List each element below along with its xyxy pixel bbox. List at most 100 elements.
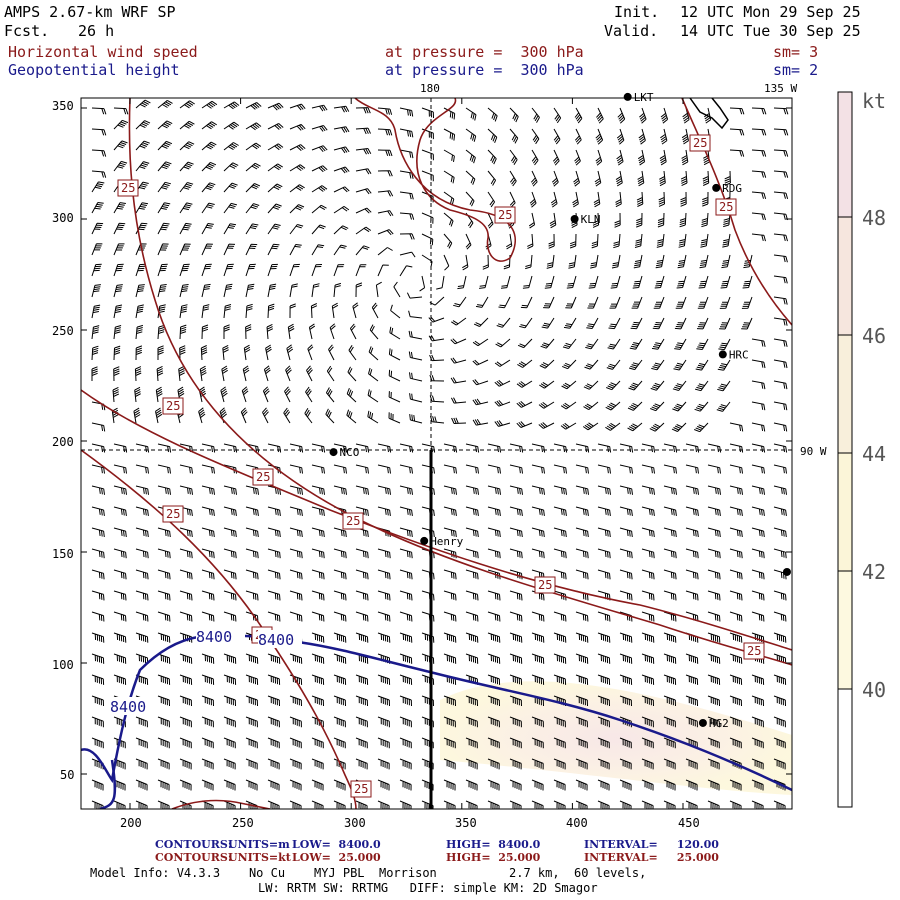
wind-barb [201, 202, 215, 214]
wind-barb [629, 338, 643, 350]
model-title: AMPS 2.67-km WRF SP [4, 3, 176, 21]
wind-barb [610, 275, 621, 289]
wind-barb [346, 388, 357, 403]
y-tick-label: 200 [52, 435, 74, 449]
wind-barb [509, 170, 517, 187]
wind-barb [729, 653, 743, 664]
wind-barb [549, 212, 557, 229]
wind-barb [608, 317, 621, 330]
wind-barb [179, 653, 193, 664]
wind-barb [325, 408, 335, 424]
wind-barb [289, 653, 303, 664]
wind-barb [201, 464, 215, 474]
wind-barb [487, 107, 498, 122]
model-info-2: LW: RRTM SW: RRTMG DIFF: simple KM: 2D S… [258, 881, 598, 895]
wind-barb [311, 165, 328, 173]
wind-barb [267, 611, 281, 622]
wind-barb [388, 348, 401, 361]
wind-barb [704, 107, 712, 124]
wind-barb [333, 105, 350, 113]
wind-barb [584, 359, 599, 370]
wind-barb [729, 632, 743, 643]
wind-barb [553, 548, 567, 559]
wind-barb [685, 548, 699, 559]
wind-barb [421, 527, 435, 538]
wind-barb [773, 590, 787, 601]
wind-barb [399, 443, 414, 453]
wind-barb [457, 275, 467, 290]
wind-barb [751, 233, 766, 242]
x-tick-label: 400 [566, 816, 588, 830]
wind-barb [487, 506, 501, 516]
wind-barb [575, 464, 589, 474]
wind-barb [113, 632, 127, 643]
wind-barb [421, 485, 435, 495]
x-tick-label: 300 [344, 816, 366, 830]
wind-barb [311, 185, 328, 193]
x-tick-label: 450 [678, 816, 700, 830]
wind-barb [586, 317, 599, 329]
wind-barb [245, 779, 258, 791]
wind-barb [377, 210, 394, 217]
wind-barb [135, 243, 147, 256]
wind-barb [91, 674, 105, 685]
wind-barb [179, 590, 193, 601]
wind-barb [702, 191, 709, 207]
wind-barb [450, 338, 467, 345]
wind-barb [751, 128, 767, 136]
wind-barb [135, 284, 145, 298]
wind-barb [707, 653, 721, 664]
wind-barb [773, 317, 788, 326]
wind-barb [472, 359, 489, 366]
wind-barb [619, 569, 633, 580]
wind-barb [637, 170, 645, 187]
wind-barb [289, 611, 303, 622]
wind-barb [443, 527, 457, 538]
wind-barb [157, 202, 171, 214]
contour-label: 25 [719, 200, 733, 214]
wind-barb [91, 128, 107, 136]
wind-barb [307, 344, 314, 361]
wind-barb [597, 632, 611, 643]
wind-barb [377, 590, 391, 601]
wind-barb [377, 247, 393, 256]
wind-barb [355, 506, 369, 516]
wind-barb [613, 233, 621, 249]
wind-barb [399, 128, 414, 138]
y-tick-label: 300 [52, 211, 74, 225]
wind-barb [355, 695, 368, 707]
wind-barb [267, 653, 281, 664]
wind-barb [289, 464, 303, 474]
wind-barb [355, 800, 368, 809]
wind-barb [331, 302, 339, 319]
wind-barb [509, 800, 522, 809]
wind-barb [673, 359, 687, 371]
wind-barb [179, 141, 195, 151]
wind-barb [223, 283, 233, 298]
wind-barb [289, 144, 306, 151]
wind-barb [597, 548, 611, 559]
y-tick-label: 100 [52, 658, 74, 672]
wind-barb [223, 324, 230, 339]
wind-barb [179, 779, 192, 791]
wind-barb [267, 569, 281, 580]
wind-barb [289, 695, 302, 707]
wind-barb [678, 233, 687, 248]
wind-barb [619, 443, 634, 453]
wind-barb [699, 254, 709, 269]
wind-barb [399, 233, 415, 240]
wind-barb [421, 149, 434, 161]
wind-barb [773, 149, 789, 157]
wind-barb [241, 386, 249, 403]
wind-barb [289, 224, 304, 235]
wind-barb [553, 800, 566, 809]
wind-barb [355, 107, 371, 114]
wind-barb [538, 422, 555, 429]
wind-barb [465, 779, 478, 791]
wind-barb [245, 303, 253, 319]
wind-barb [91, 263, 102, 277]
wind-barb [443, 149, 455, 162]
wind-barb [157, 674, 171, 685]
wind-barb [685, 590, 699, 601]
wind-barb [509, 779, 522, 791]
